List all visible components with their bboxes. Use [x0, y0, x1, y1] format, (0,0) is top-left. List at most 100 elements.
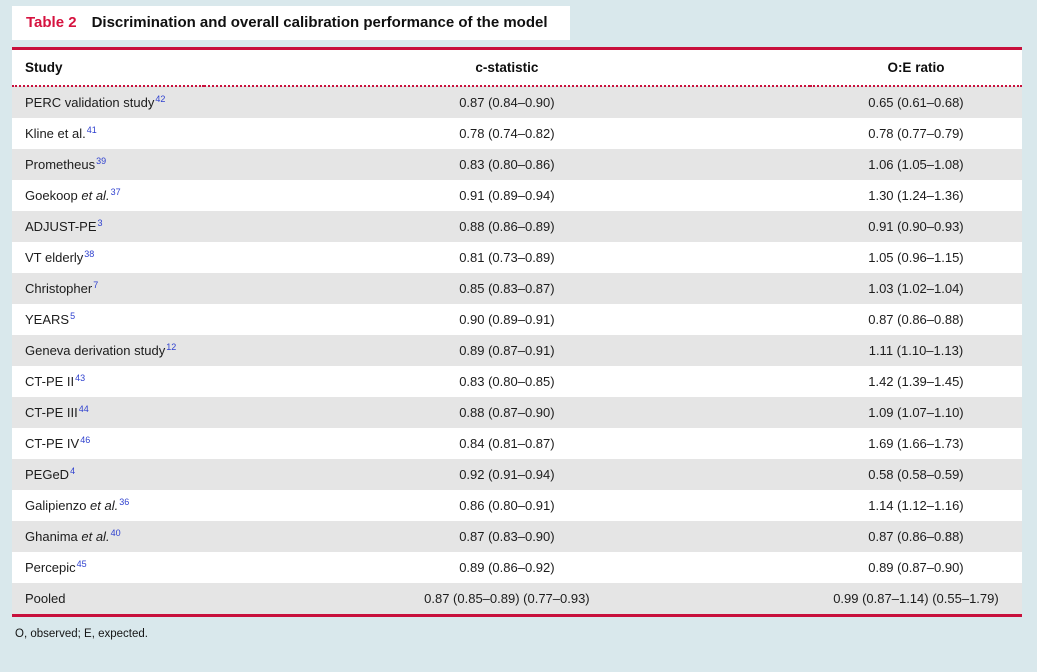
c-statistic-value: 0.87 (0.84–0.90) — [459, 95, 555, 110]
reference-link[interactable]: 41 — [86, 124, 97, 135]
oe-ratio-value: 1.11 (1.10–1.13) — [868, 343, 964, 358]
study-name: PEGeD — [25, 467, 70, 482]
study-cell: Kline et al.41 — [12, 118, 204, 149]
header-row: Study c-statistic O:E ratio — [12, 48, 1022, 87]
table-row-pooled: Pooled 0.87 (0.85–0.89) (0.77–0.93) 0.99… — [12, 583, 1022, 616]
study-cell: Pooled — [12, 583, 204, 616]
oe-ratio-value: 0.89 (0.87–0.90) — [868, 560, 964, 575]
study-name: CT-PE III — [25, 405, 78, 420]
study-cell: CT-PE IV46 — [12, 428, 204, 459]
reference-link[interactable]: 39 — [96, 155, 107, 166]
study-name: Percepic — [25, 560, 76, 575]
oe-ratio-value: 0.99 (0.87–1.14) (0.55–1.79) — [833, 591, 999, 606]
oe-ratio-value: 0.78 (0.77–0.79) — [868, 126, 964, 141]
c-statistic-value: 0.87 (0.83–0.90) — [459, 529, 555, 544]
table-row: Kline et al.41 0.78 (0.74–0.82) 0.78 (0.… — [12, 118, 1022, 149]
study-cell: Geneva derivation study12 — [12, 335, 204, 366]
table-footnote: O, observed; E, expected. — [15, 628, 148, 640]
reference-link[interactable]: 46 — [80, 434, 91, 445]
study-cell: Ghanima et al.40 — [12, 521, 204, 552]
study-etal: et al. — [81, 529, 110, 544]
reference-link[interactable]: 45 — [76, 558, 87, 569]
study-name: Ghanima — [25, 529, 82, 544]
study-name: Prometheus — [25, 157, 96, 172]
c-statistic-value: 0.78 (0.74–0.82) — [459, 126, 555, 141]
table-row: PERC validation study42 0.87 (0.84–0.90)… — [12, 86, 1022, 118]
study-name: YEARS — [25, 312, 70, 327]
oe-ratio-value: 1.14 (1.12–1.16) — [868, 498, 964, 513]
table-row: VT elderly38 0.81 (0.73–0.89) 1.05 (0.96… — [12, 242, 1022, 273]
study-name: Galipienzo — [25, 498, 91, 513]
c-statistic-value: 0.83 (0.80–0.85) — [459, 374, 555, 389]
oe-ratio-value: 1.06 (1.05–1.08) — [868, 157, 964, 172]
study-cell: PEGeD4 — [12, 459, 204, 490]
study-etal: et al. — [90, 498, 119, 513]
c-statistic-value: 0.89 (0.87–0.91) — [459, 343, 555, 358]
c-statistic-value: 0.90 (0.89–0.91) — [459, 312, 555, 327]
table-row: YEARS5 0.90 (0.89–0.91) 0.87 (0.86–0.88) — [12, 304, 1022, 335]
table-row: Percepic45 0.89 (0.86–0.92) 0.89 (0.87–0… — [12, 552, 1022, 583]
study-cell: Christopher7 — [12, 273, 204, 304]
table-row: CT-PE III44 0.88 (0.87–0.90) 1.09 (1.07–… — [12, 397, 1022, 428]
study-name: Kline et al. — [25, 126, 86, 141]
reference-link[interactable]: 37 — [110, 186, 121, 197]
reference-link[interactable]: 4 — [70, 465, 76, 476]
reference-link[interactable]: 12 — [166, 341, 177, 352]
table-row: CT-PE II43 0.83 (0.80–0.85) 1.42 (1.39–1… — [12, 366, 1022, 397]
c-statistic-value: 0.88 (0.87–0.90) — [459, 405, 555, 420]
table-row: Ghanima et al.40 0.87 (0.83–0.90) 0.87 (… — [12, 521, 1022, 552]
reference-link[interactable]: 3 — [97, 217, 103, 228]
study-cell: VT elderly38 — [12, 242, 204, 273]
oe-ratio-value: 0.87 (0.86–0.88) — [868, 529, 964, 544]
study-cell: YEARS5 — [12, 304, 204, 335]
study-cell: Goekoop et al.37 — [12, 180, 204, 211]
table-row: Galipienzo et al.36 0.86 (0.80–0.91) 1.1… — [12, 490, 1022, 521]
table-row: CT-PE IV46 0.84 (0.81–0.87) 1.69 (1.66–1… — [12, 428, 1022, 459]
study-name: Goekoop — [25, 188, 82, 203]
performance-table: Study c-statistic O:E ratio PERC validat… — [12, 47, 1022, 617]
c-statistic-value: 0.83 (0.80–0.86) — [459, 157, 555, 172]
table-row: PEGeD4 0.92 (0.91–0.94) 0.58 (0.58–0.59) — [12, 459, 1022, 490]
study-name: CT-PE IV — [25, 436, 80, 451]
c-statistic-value: 0.86 (0.80–0.91) — [459, 498, 555, 513]
study-name: Pooled — [25, 591, 66, 606]
column-header-study: Study — [12, 48, 204, 87]
study-name: CT-PE II — [25, 374, 75, 389]
oe-ratio-value: 1.05 (0.96–1.15) — [868, 250, 964, 265]
c-statistic-value: 0.91 (0.89–0.94) — [459, 188, 555, 203]
c-statistic-value: 0.85 (0.83–0.87) — [459, 281, 555, 296]
reference-link[interactable]: 5 — [70, 310, 76, 321]
study-etal: et al. — [81, 188, 110, 203]
reference-link[interactable]: 43 — [75, 372, 86, 383]
study-name: PERC validation study — [25, 95, 155, 110]
study-name: Christopher — [25, 281, 93, 296]
c-statistic-value: 0.87 (0.85–0.89) (0.77–0.93) — [424, 591, 590, 606]
reference-link[interactable]: 38 — [84, 248, 95, 259]
reference-link[interactable]: 40 — [110, 527, 121, 538]
study-name: VT elderly — [25, 250, 84, 265]
reference-link[interactable]: 44 — [78, 403, 89, 414]
table-number-label: Table 2 — [26, 14, 77, 31]
reference-link[interactable]: 36 — [119, 496, 130, 507]
table-title: Table 2 Discrimination and overall calibr… — [12, 6, 570, 40]
reference-link[interactable]: 7 — [93, 279, 99, 290]
oe-ratio-value: 1.30 (1.24–1.36) — [868, 188, 964, 203]
table-row: Goekoop et al.37 0.91 (0.89–0.94) 1.30 (… — [12, 180, 1022, 211]
study-cell: ADJUST-PE3 — [12, 211, 204, 242]
study-cell: Prometheus39 — [12, 149, 204, 180]
column-header-oe-ratio: O:E ratio — [809, 48, 1022, 87]
study-name: Geneva derivation study — [25, 343, 166, 358]
oe-ratio-value: 1.42 (1.39–1.45) — [868, 374, 964, 389]
table-row: ADJUST-PE3 0.88 (0.86–0.89) 0.91 (0.90–0… — [12, 211, 1022, 242]
reference-link[interactable]: 42 — [155, 93, 166, 104]
study-cell: CT-PE II43 — [12, 366, 204, 397]
oe-ratio-value: 0.91 (0.90–0.93) — [868, 219, 964, 234]
oe-ratio-value: 0.58 (0.58–0.59) — [868, 467, 964, 482]
oe-ratio-value: 1.09 (1.07–1.10) — [868, 405, 964, 420]
c-statistic-value: 0.88 (0.86–0.89) — [459, 219, 555, 234]
c-statistic-value: 0.89 (0.86–0.92) — [459, 560, 555, 575]
study-cell: CT-PE III44 — [12, 397, 204, 428]
c-statistic-value: 0.81 (0.73–0.89) — [459, 250, 555, 265]
c-statistic-value: 0.92 (0.91–0.94) — [459, 467, 555, 482]
